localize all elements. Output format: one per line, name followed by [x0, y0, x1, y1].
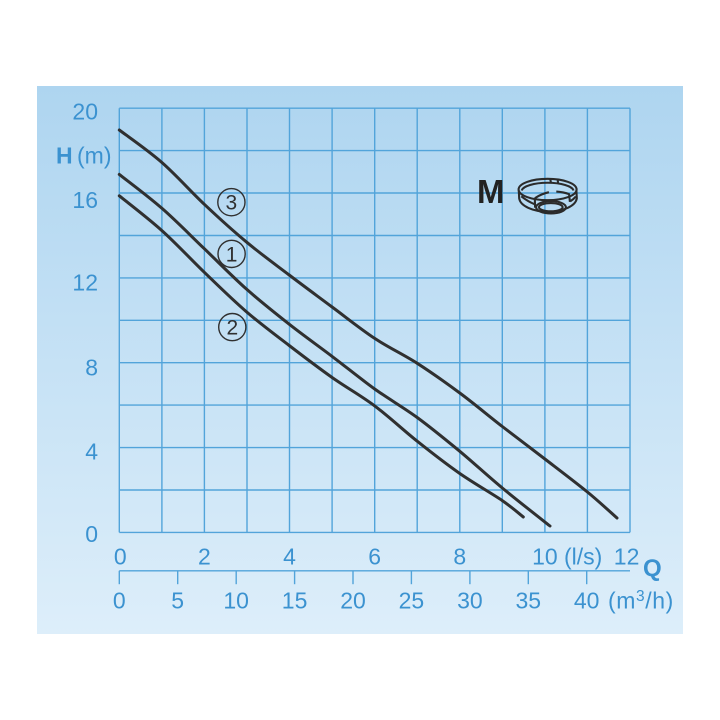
- svg-text:30: 30: [457, 588, 483, 614]
- svg-text:10: 10: [223, 588, 249, 614]
- svg-text:5: 5: [171, 588, 184, 614]
- svg-text:4: 4: [85, 439, 98, 465]
- svg-text:6: 6: [368, 544, 381, 570]
- svg-text:8: 8: [453, 544, 466, 570]
- svg-text:35: 35: [516, 588, 542, 614]
- svg-text:2: 2: [226, 317, 238, 340]
- svg-text:H: H: [56, 143, 73, 169]
- svg-text:12: 12: [72, 270, 98, 296]
- svg-text:25: 25: [399, 588, 425, 614]
- svg-text:40: 40: [574, 588, 600, 614]
- svg-text:8: 8: [85, 355, 98, 381]
- svg-text:2: 2: [198, 544, 211, 570]
- svg-text:20: 20: [340, 588, 366, 614]
- svg-text:0: 0: [114, 544, 127, 570]
- svg-text:M: M: [477, 173, 505, 210]
- svg-text:0: 0: [85, 521, 98, 547]
- svg-text:0: 0: [113, 588, 126, 614]
- svg-text:10: 10: [532, 544, 558, 570]
- svg-text:1: 1: [226, 243, 238, 266]
- svg-text:12: 12: [614, 544, 640, 570]
- svg-text:15: 15: [282, 588, 308, 614]
- svg-text:20: 20: [72, 99, 98, 125]
- svg-text:4: 4: [283, 544, 296, 570]
- svg-text:(m): (m): [77, 143, 111, 169]
- svg-text:Q: Q: [643, 555, 662, 582]
- svg-text:3: 3: [226, 192, 238, 215]
- svg-text:(l/s): (l/s): [564, 544, 602, 570]
- svg-text:16: 16: [72, 187, 98, 213]
